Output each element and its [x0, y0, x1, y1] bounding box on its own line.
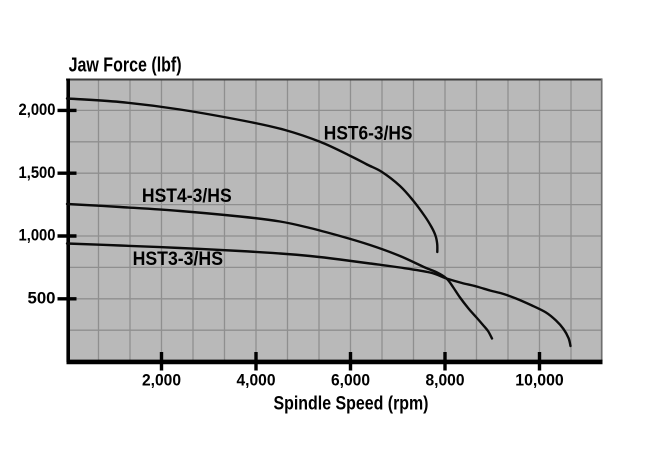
svg-text:1,000: 1,000	[19, 226, 56, 245]
svg-text:2,000: 2,000	[142, 370, 181, 389]
svg-text:HST4-3/HS: HST4-3/HS	[142, 186, 232, 207]
svg-text:10,000: 10,000	[515, 370, 564, 389]
svg-text:8,000: 8,000	[426, 370, 465, 389]
svg-text:1,500: 1,500	[19, 163, 56, 182]
svg-text:Jaw Force (lbf): Jaw Force (lbf)	[69, 55, 182, 77]
svg-text:Spindle Speed (rpm): Spindle Speed (rpm)	[274, 393, 429, 414]
svg-text:2,000: 2,000	[19, 100, 56, 119]
svg-text:6,000: 6,000	[331, 370, 370, 389]
svg-text:HST6-3/HS: HST6-3/HS	[324, 124, 413, 145]
svg-text:HST3-3/HS: HST3-3/HS	[133, 249, 223, 270]
svg-text:4,000: 4,000	[237, 370, 276, 389]
svg-text:500: 500	[28, 288, 56, 307]
